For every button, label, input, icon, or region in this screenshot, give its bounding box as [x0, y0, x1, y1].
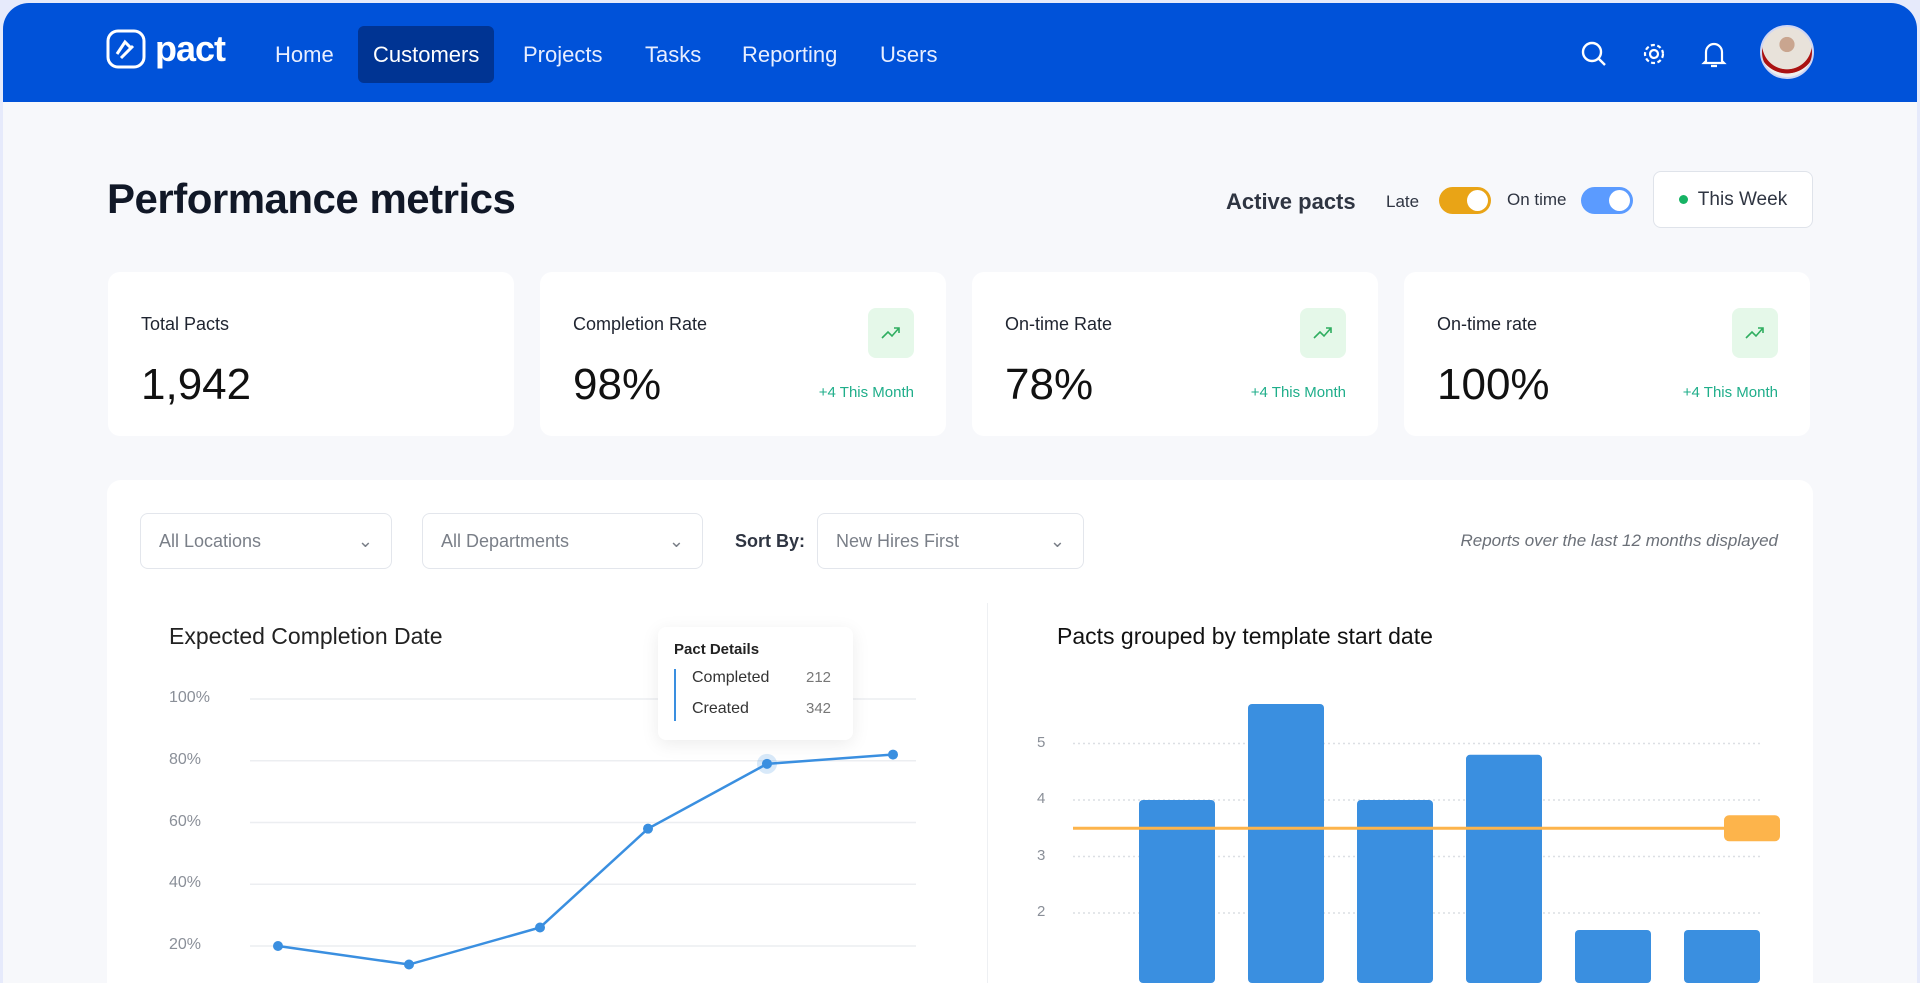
chart-divider	[987, 603, 988, 983]
period-label: This Week	[1697, 188, 1788, 210]
chevron-down-icon: ⌄	[668, 530, 684, 551]
sort-dropdown[interactable]: New Hires First ⌄	[817, 513, 1084, 569]
tooltip-created-value: 342	[806, 700, 832, 717]
avatar[interactable]	[1760, 25, 1814, 79]
bar[interactable]	[1139, 800, 1215, 983]
line-y-tick: 100%	[169, 689, 210, 706]
ontime-label: On time	[1507, 190, 1567, 209]
charts-canvas	[250, 698, 1780, 983]
line-chart-title: Expected Completion Date	[169, 623, 443, 649]
handshake-logo-icon	[106, 29, 146, 69]
bar[interactable]	[1684, 929, 1760, 983]
line-point[interactable]	[273, 941, 283, 951]
trending-up-icon	[868, 308, 914, 358]
search-icon[interactable]	[1580, 40, 1608, 68]
top-nav	[3, 3, 1917, 102]
bar-y-tick: 4	[1037, 790, 1046, 807]
card-ontime-rate: On-time Rate 78% +4 This Month	[972, 272, 1378, 436]
threshold-handle[interactable]	[1724, 815, 1780, 842]
gear-icon[interactable]	[1639, 39, 1669, 69]
card-delta: +4 This Month	[1250, 384, 1346, 401]
nav-users[interactable]: Users	[880, 42, 938, 67]
tooltip-completed-value: 212	[806, 669, 832, 686]
tooltip-completed-label: Completed	[692, 669, 770, 686]
tooltip-bar	[674, 669, 676, 721]
card-title: Completion Rate	[573, 314, 708, 334]
late-label: Late	[1386, 192, 1420, 211]
trending-up-icon	[1300, 308, 1346, 358]
department-value: All Departments	[441, 530, 570, 551]
card-value: 78%	[1005, 360, 1094, 409]
line-point[interactable]	[762, 758, 772, 769]
bar-y-tick: 5	[1037, 733, 1046, 751]
line-y-tick: 40%	[169, 874, 202, 892]
card-value: 98%	[573, 360, 662, 409]
bell-icon[interactable]	[1700, 39, 1728, 69]
line-point[interactable]	[535, 922, 545, 933]
logo[interactable]: pact	[105, 28, 226, 70]
app-window: pact Home Customers Projects Tasks Repor…	[3, 3, 1917, 983]
location-dropdown[interactable]: All Locations ⌄	[140, 513, 392, 569]
line-y-tick: 60%	[169, 812, 202, 830]
tooltip-title: Pact Details	[674, 641, 760, 658]
card-title: Total Pacts	[141, 314, 230, 334]
nav-home[interactable]: Home	[275, 42, 334, 67]
late-toggle[interactable]	[1439, 187, 1491, 214]
nav-tasks[interactable]: Tasks	[645, 42, 702, 67]
line-y-tick: 80%	[169, 750, 202, 768]
sort-label: Sort By:	[735, 531, 806, 551]
card-title: On-time Rate	[1005, 314, 1113, 334]
logo-text: pact	[155, 28, 226, 69]
line-point[interactable]	[888, 749, 898, 760]
card-delta: +4 This Month	[818, 384, 914, 401]
period-button[interactable]: This Week	[1653, 171, 1813, 228]
ontime-toggle[interactable]	[1581, 187, 1633, 214]
bar[interactable]	[1248, 703, 1324, 983]
department-dropdown[interactable]: All Departments ⌄	[422, 513, 703, 569]
card-title: On-time rate	[1437, 314, 1538, 334]
bar[interactable]	[1357, 800, 1433, 983]
bar[interactable]	[1466, 754, 1542, 983]
active-pacts-label: Active pacts	[1226, 189, 1356, 214]
line-point[interactable]	[404, 959, 414, 970]
card-value: 1,942	[141, 360, 252, 409]
status-dot	[1678, 195, 1688, 204]
nav-projects[interactable]: Projects	[523, 42, 603, 67]
card-value: 100%	[1437, 360, 1550, 409]
card-ontime-rate-2: On-time rate 100% +4 This Month	[1404, 272, 1810, 436]
chevron-down-icon: ⌄	[1049, 530, 1065, 551]
tooltip-created-label: Created	[692, 700, 749, 717]
nav-customers[interactable]: Customers	[358, 26, 495, 83]
card-delta: +4 This Month	[1682, 384, 1778, 401]
tooltip: Pact Details Completed 212 Created 342	[658, 627, 853, 740]
reports-note: Reports over the last 12 months displaye…	[1460, 531, 1778, 550]
bar-y-tick: 3	[1037, 846, 1046, 864]
location-value: All Locations	[159, 530, 262, 551]
card-total-pacts: Total Pacts 1,942	[108, 272, 514, 436]
nav-reporting[interactable]: Reporting	[742, 42, 838, 67]
sort-value: New Hires First	[836, 530, 960, 551]
page-title: Performance metrics	[107, 175, 516, 222]
chevron-down-icon: ⌄	[357, 530, 373, 551]
line-series	[277, 753, 894, 966]
card-completion-rate: Completion Rate 98% +4 This Month	[540, 272, 946, 436]
line-y-tick: 20%	[169, 936, 202, 953]
bar-y-tick: 2	[1037, 903, 1046, 920]
bar[interactable]	[1575, 929, 1651, 983]
trending-up-icon	[1732, 308, 1778, 358]
line-point[interactable]	[643, 823, 653, 834]
bar-chart-title: Pacts grouped by template start date	[1057, 623, 1433, 649]
